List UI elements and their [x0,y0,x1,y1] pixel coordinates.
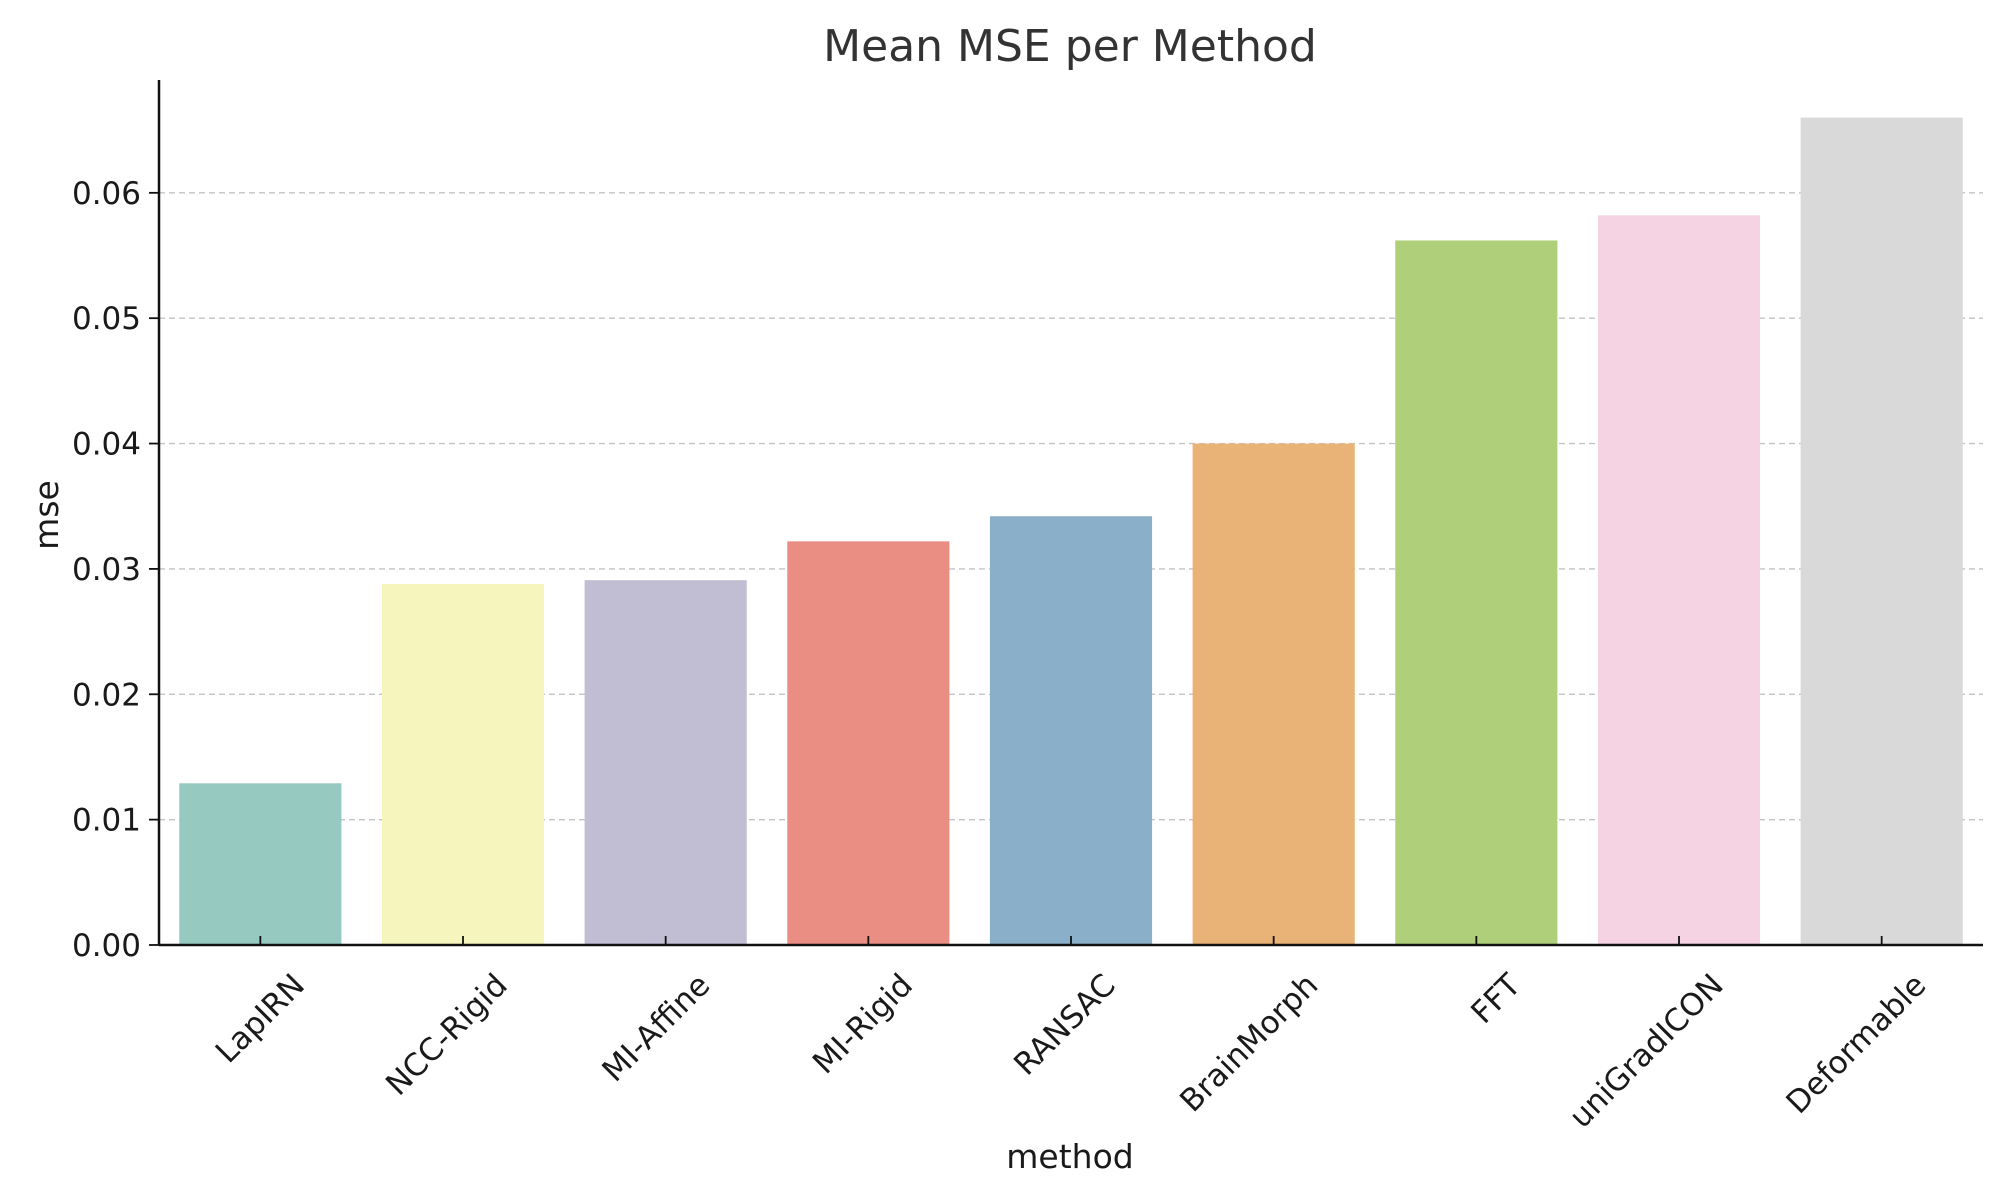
y-tick-label: 0.04 [72,427,141,463]
bar-fft [1395,240,1558,946]
bar-ncc-rigid [381,583,545,945]
x-tick-label: RANSAC [1007,967,1122,1082]
bar-lapirn [179,783,342,945]
y-tick-label: 0.05 [72,301,141,337]
y-axis-label: mse [27,480,66,550]
y-tick-label: 0.01 [72,803,141,839]
x-axis-label: method [1006,1137,1133,1176]
x-tick-label: LapIRN [209,967,312,1070]
y-tick-label: 0.03 [72,552,141,588]
x-tick-label: MI-Rigid [806,967,920,1081]
y-tick-label: 0.00 [72,928,141,964]
bar-layer [179,117,1963,946]
x-tick-label: BrainMorph [1173,967,1325,1119]
bar-mi-affine [584,580,747,945]
y-tick-label: 0.06 [72,176,141,212]
x-tick-label: uniGradICON [1563,967,1731,1135]
bar-deformable [1800,117,1963,945]
bar-unigradicon [1597,215,1761,946]
bar-mi-rigid [787,541,950,945]
x-tick-label: NCC-Rigid [379,967,515,1103]
bar-brainmorph [1192,443,1355,945]
chart-title: Mean MSE per Method [823,21,1317,72]
x-tick-label: Deformable [1779,967,1933,1121]
x-tick-label: MI-Affine [595,967,717,1089]
x-tick-label: FFT [1464,966,1528,1030]
bar-ransac [989,516,1153,945]
y-tick-label: 0.02 [72,677,141,713]
